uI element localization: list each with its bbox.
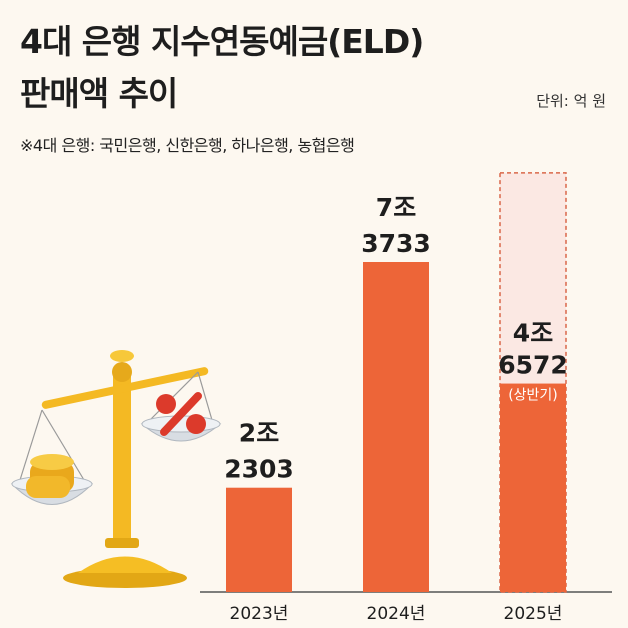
unit-label: 단위: 억 원 (536, 92, 606, 110)
bar-value-number: 2303 (224, 455, 294, 484)
note-text: ※4대 은행: 국민은행, 신한은행, 하나은행, 농협은행 (20, 136, 355, 155)
bar-value-number: 6572 (498, 351, 568, 380)
bar (363, 262, 429, 592)
page-subtitle: 판매액 추이 (20, 74, 178, 113)
percent-icon (156, 392, 206, 436)
bar (500, 383, 566, 592)
gold-coins-icon (26, 454, 74, 498)
bar-value-label: 2조 (239, 419, 279, 448)
x-tick-label: 2025년 (504, 604, 563, 624)
x-tick-label: 2023년 (230, 604, 289, 624)
bar-value-note: (상반기) (508, 388, 558, 404)
x-tick-label: 2024년 (367, 604, 426, 624)
bar-value-label: 7조 (376, 193, 416, 222)
bar (226, 487, 292, 592)
page-title: 4대 은행 지수연동예금(ELD) (20, 22, 424, 61)
bar-value-label: 4조 (513, 319, 553, 348)
balance-scale-icon (10, 350, 222, 588)
bar-value-number: 3733 (361, 229, 431, 258)
